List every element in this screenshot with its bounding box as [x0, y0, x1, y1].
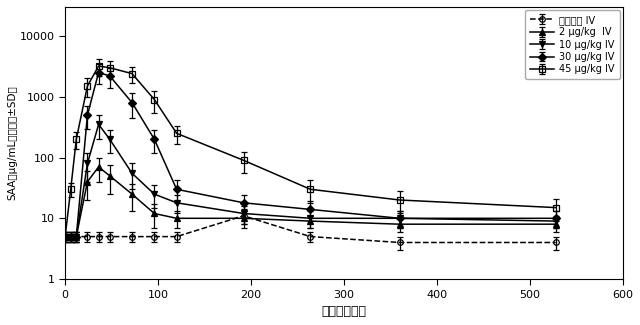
X-axis label: 時間（時間）: 時間（時間） [321, 305, 366, 318]
Legend: プラセボ IV, 2 μg/kg  IV, 10 μg/kg IV, 30 μg/kg IV, 45 μg/kg IV: プラセボ IV, 2 μg/kg IV, 10 μg/kg IV, 30 μg/… [525, 10, 620, 79]
Y-axis label: SAA（μg/mL）（平均±SD）: SAA（μg/mL）（平均±SD） [7, 86, 17, 201]
